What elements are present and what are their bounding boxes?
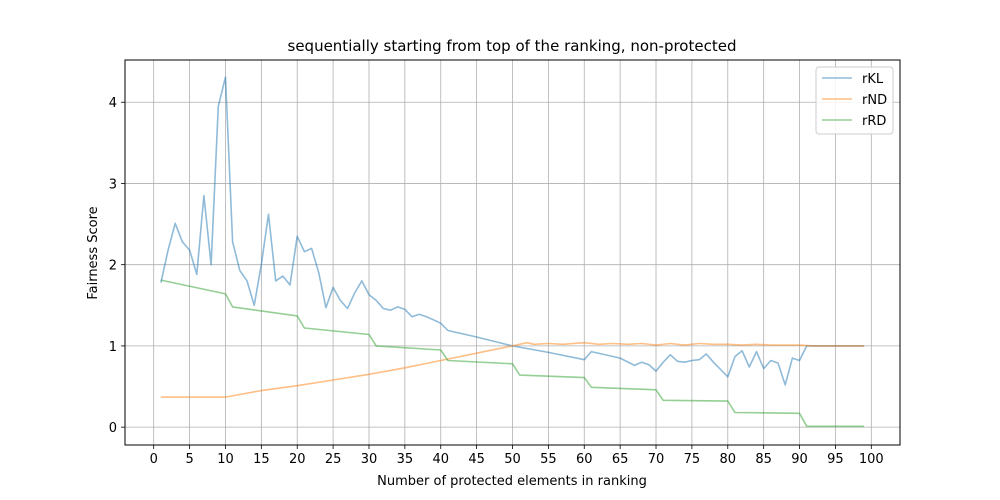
y-tick-label: 0 [109, 421, 117, 436]
x-tick-label: 100 [859, 452, 884, 467]
x-tick-label: 15 [253, 452, 270, 467]
x-tick-label: 80 [720, 452, 737, 467]
series-line-rND [160, 341, 865, 398]
chart-title: sequentially starting from top of the ra… [288, 37, 737, 55]
x-tick-label: 70 [648, 452, 665, 467]
x-tick-label: 75 [684, 452, 701, 467]
x-tick-label: 40 [432, 452, 449, 467]
legend-label-rND: rND [862, 93, 887, 108]
series-lines [160, 76, 865, 428]
x-tick-label: 5 [185, 452, 193, 467]
y-tick-label: 3 [109, 177, 117, 192]
x-tick-label: 60 [576, 452, 593, 467]
legend-label-rKL: rKL [862, 72, 884, 87]
x-tick-label: 35 [397, 452, 414, 467]
y-axis-ticks: 0 1 2 3 4 [109, 96, 125, 436]
x-tick-label: 25 [325, 452, 342, 467]
x-tick-label: 30 [361, 452, 378, 467]
y-axis-label: Fairness Score [86, 206, 101, 299]
series-line-rRD [160, 279, 865, 428]
x-tick-label: 85 [755, 452, 772, 467]
y-tick-label: 4 [109, 96, 117, 111]
legend-box [815, 66, 894, 135]
x-tick-label: 0 [150, 452, 158, 467]
x-axis-label: Number of protected elements in ranking [377, 474, 647, 489]
x-tick-label: 45 [468, 452, 485, 467]
y-tick-label: 1 [109, 340, 117, 355]
x-axis-ticks: 0 5 10 15 20 25 30 35 40 45 50 55 60 65 70 75 80 85 90 95 10… [150, 445, 884, 467]
legend: rKL rND rRD [815, 66, 894, 135]
x-tick-label: 95 [827, 452, 844, 467]
x-tick-label: 65 [612, 452, 629, 467]
x-tick-label: 55 [540, 452, 557, 467]
x-tick-label: 10 [217, 452, 234, 467]
x-tick-label: 90 [791, 452, 808, 467]
y-tick-label: 2 [109, 259, 117, 274]
x-tick-label: 50 [504, 452, 521, 467]
series-line-rKL [160, 76, 865, 386]
legend-label-rRD: rRD [862, 114, 886, 129]
grid-lines [125, 60, 900, 445]
x-tick-label: 20 [289, 452, 306, 467]
